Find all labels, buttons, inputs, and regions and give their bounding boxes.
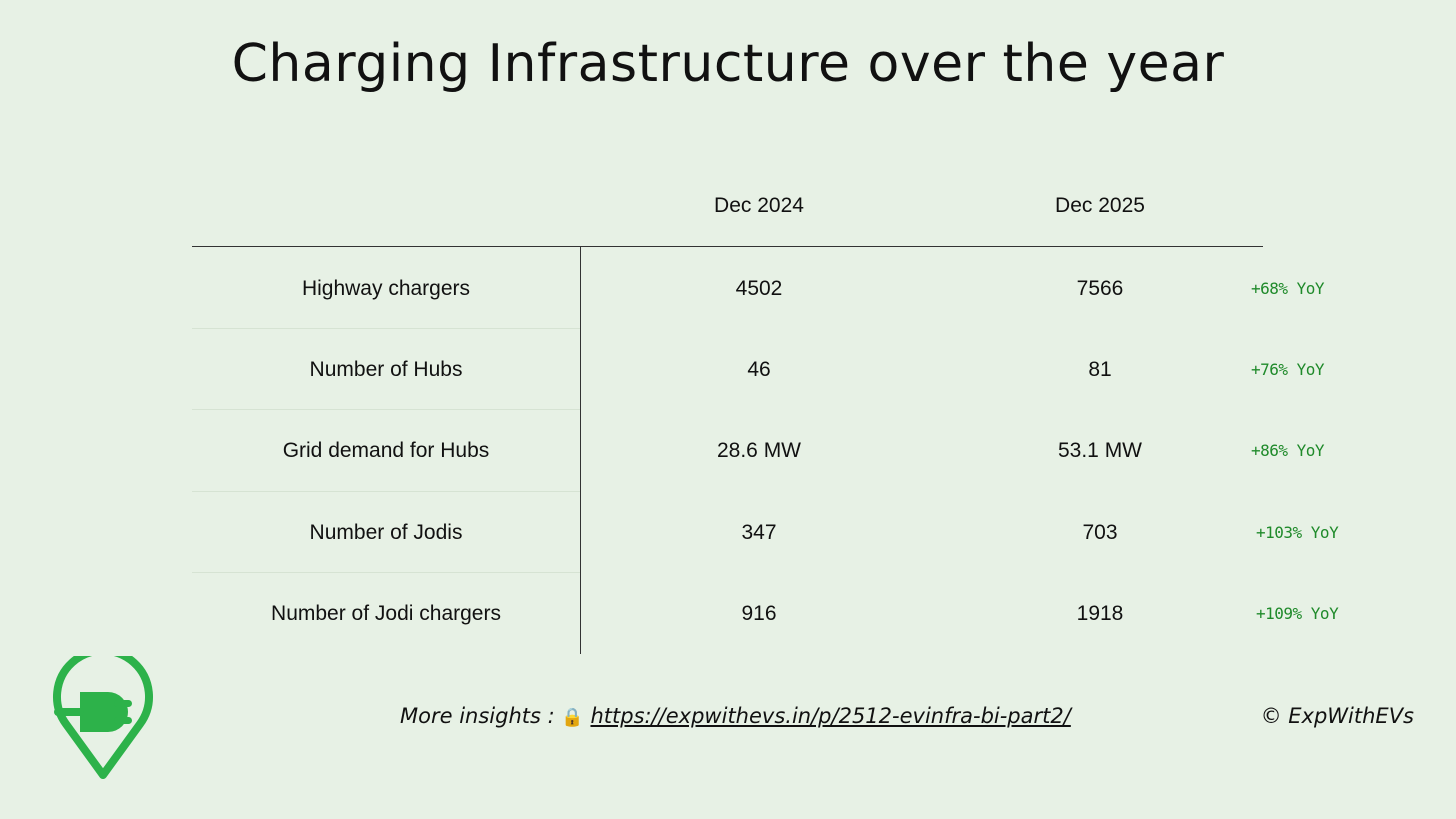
value-dec-2024: 347 bbox=[741, 521, 777, 544]
value-dec-2025: 1918 bbox=[1076, 602, 1124, 625]
insights-link[interactable]: https://expwithevs.in/p/2512-evinfra-bi-… bbox=[590, 704, 1071, 728]
column-header-dec-2025: Dec 2025 bbox=[1055, 194, 1145, 217]
row-label: Highway chargers bbox=[301, 277, 471, 300]
table-row: Highway chargers 4502 7566 +68% YoY bbox=[0, 248, 1456, 329]
row-label: Number of Jodi chargers bbox=[271, 602, 501, 625]
value-dec-2025: 53.1 MW bbox=[1057, 439, 1143, 462]
yoy-change: +68% YoY bbox=[1251, 279, 1325, 298]
row-separator bbox=[192, 328, 580, 329]
table-row: Number of Jodis 347 703 +103% YoY bbox=[0, 492, 1456, 573]
label-column-divider bbox=[580, 246, 581, 654]
value-dec-2025: 7566 bbox=[1076, 277, 1124, 300]
copyright: © ExpWithEVs bbox=[1260, 704, 1414, 728]
row-label: Grid demand for Hubs bbox=[282, 439, 490, 462]
value-dec-2024: 916 bbox=[741, 602, 777, 625]
lock-icon: 🔒 bbox=[561, 707, 584, 728]
value-dec-2025: 81 bbox=[1088, 358, 1112, 381]
yoy-change: +103% YoY bbox=[1256, 523, 1339, 542]
row-label: Number of Jodis bbox=[309, 521, 463, 544]
table-row: Number of Hubs 46 81 +76% YoY bbox=[0, 329, 1456, 410]
value-dec-2024: 4502 bbox=[735, 277, 783, 300]
footer-prefix: More insights : bbox=[400, 704, 555, 728]
row-separator bbox=[192, 491, 580, 492]
table-row: Number of Jodi chargers 916 1918 +109% Y… bbox=[0, 573, 1456, 654]
yoy-change: +109% YoY bbox=[1256, 604, 1339, 623]
value-dec-2025: 703 bbox=[1082, 521, 1118, 544]
yoy-change: +86% YoY bbox=[1251, 441, 1325, 460]
header-divider bbox=[192, 246, 1263, 247]
row-separator bbox=[192, 572, 580, 573]
page-title: Charging Infrastructure over the year bbox=[231, 34, 1225, 94]
ev-charging-plug-pin-icon bbox=[53, 656, 153, 779]
row-separator bbox=[192, 409, 580, 410]
yoy-change: +76% YoY bbox=[1251, 360, 1325, 379]
footer-insights: More insights : 🔒 https://expwithevs.in/… bbox=[400, 704, 1071, 728]
row-label: Number of Hubs bbox=[309, 358, 463, 381]
column-header-dec-2024: Dec 2024 bbox=[714, 194, 804, 217]
value-dec-2024: 46 bbox=[747, 358, 771, 381]
value-dec-2024: 28.6 MW bbox=[716, 439, 802, 462]
table-row: Grid demand for Hubs 28.6 MW 53.1 MW +86… bbox=[0, 410, 1456, 491]
